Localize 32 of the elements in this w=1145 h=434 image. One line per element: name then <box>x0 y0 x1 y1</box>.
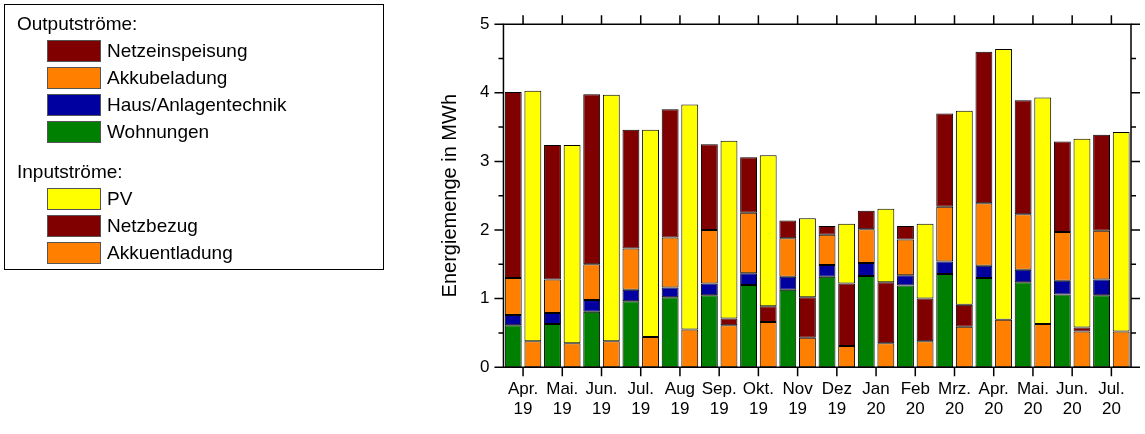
x-tick-label: Jun. 19 <box>585 379 618 419</box>
legend-label: Netzeinspeisung <box>107 39 248 62</box>
x-tick-label: Jan 20 <box>862 379 890 419</box>
x-tick-label: Jun. 20 <box>1056 379 1089 419</box>
y-tick-label: 3 <box>479 151 490 171</box>
x-tick-label: Mai. 19 <box>546 379 579 419</box>
legend-label: Wohnungen <box>107 120 210 143</box>
x-tick-label: Apr. 20 <box>978 379 1009 419</box>
x-tick-label: Mai. 20 <box>1016 379 1050 419</box>
x-tick-label: Aug 19 <box>664 379 696 419</box>
legend-label: Netzbezug <box>107 214 198 237</box>
x-tick-label: Feb 20 <box>900 379 930 419</box>
text: Inputströme: <box>17 161 124 183</box>
legend-label: PV <box>107 187 133 210</box>
x-tick-label: Okt. 19 <box>742 379 774 419</box>
y-tick-label: 1 <box>479 288 490 308</box>
legend-label: Akkuentladung <box>107 241 233 264</box>
x-tick-label: Mrz. 20 <box>937 379 972 419</box>
x-tick-label: Apr. 19 <box>507 379 539 419</box>
x-tick-label: Jul. 20 <box>1098 379 1125 419</box>
x-tick-label: Nov 19 <box>782 379 814 419</box>
x-tick-label: Jul. 19 <box>627 379 654 419</box>
legend-label: Haus/Anlagentechnik <box>107 93 287 116</box>
y-tick-label: 2 <box>479 219 490 239</box>
y-axis-title: Energiemenge in MWh <box>437 93 460 298</box>
text: Outputströme: <box>17 13 139 35</box>
y-tick-label: 5 <box>479 13 490 33</box>
legend-label: Akkubeladung <box>107 66 228 89</box>
y-tick-label: 0 <box>479 356 490 376</box>
y-tick-label: 4 <box>479 82 490 102</box>
x-tick-label: Dez 19 <box>821 379 852 419</box>
x-tick-label: Sep. 19 <box>701 379 737 419</box>
